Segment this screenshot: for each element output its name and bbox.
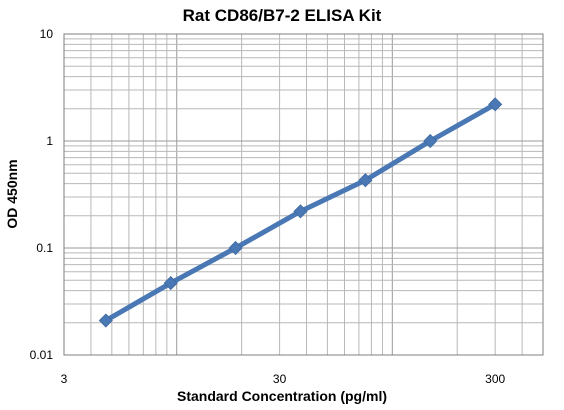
data-point-marker xyxy=(163,276,178,291)
y-tick-label: 0.1 xyxy=(36,241,53,255)
chart-title: Rat CD86/B7-2 ELISA Kit xyxy=(183,6,382,25)
data-point-marker xyxy=(293,204,308,219)
x-tick-label: 30 xyxy=(273,372,287,386)
y-tick-label: 10 xyxy=(40,27,54,41)
grid xyxy=(64,34,543,355)
x-tick-label: 3 xyxy=(61,372,68,386)
y-axis-label: OD 450nm xyxy=(4,159,20,228)
x-axis-label: Standard Concentration (pg/ml) xyxy=(177,388,387,404)
data-point-marker xyxy=(423,133,438,149)
data-point-marker xyxy=(98,313,113,328)
y-tick-label: 0.01 xyxy=(30,348,54,362)
tick-labels: 3 30 300 0.01 0.1 1 10 xyxy=(30,27,506,386)
x-tick-label: 300 xyxy=(485,372,505,386)
plot-area-frame xyxy=(63,33,544,356)
data-point-marker xyxy=(488,97,503,112)
data-point-marker xyxy=(358,173,373,188)
data-point-marker xyxy=(228,240,243,256)
series-layer xyxy=(98,97,503,328)
y-tick-label: 1 xyxy=(46,134,53,148)
